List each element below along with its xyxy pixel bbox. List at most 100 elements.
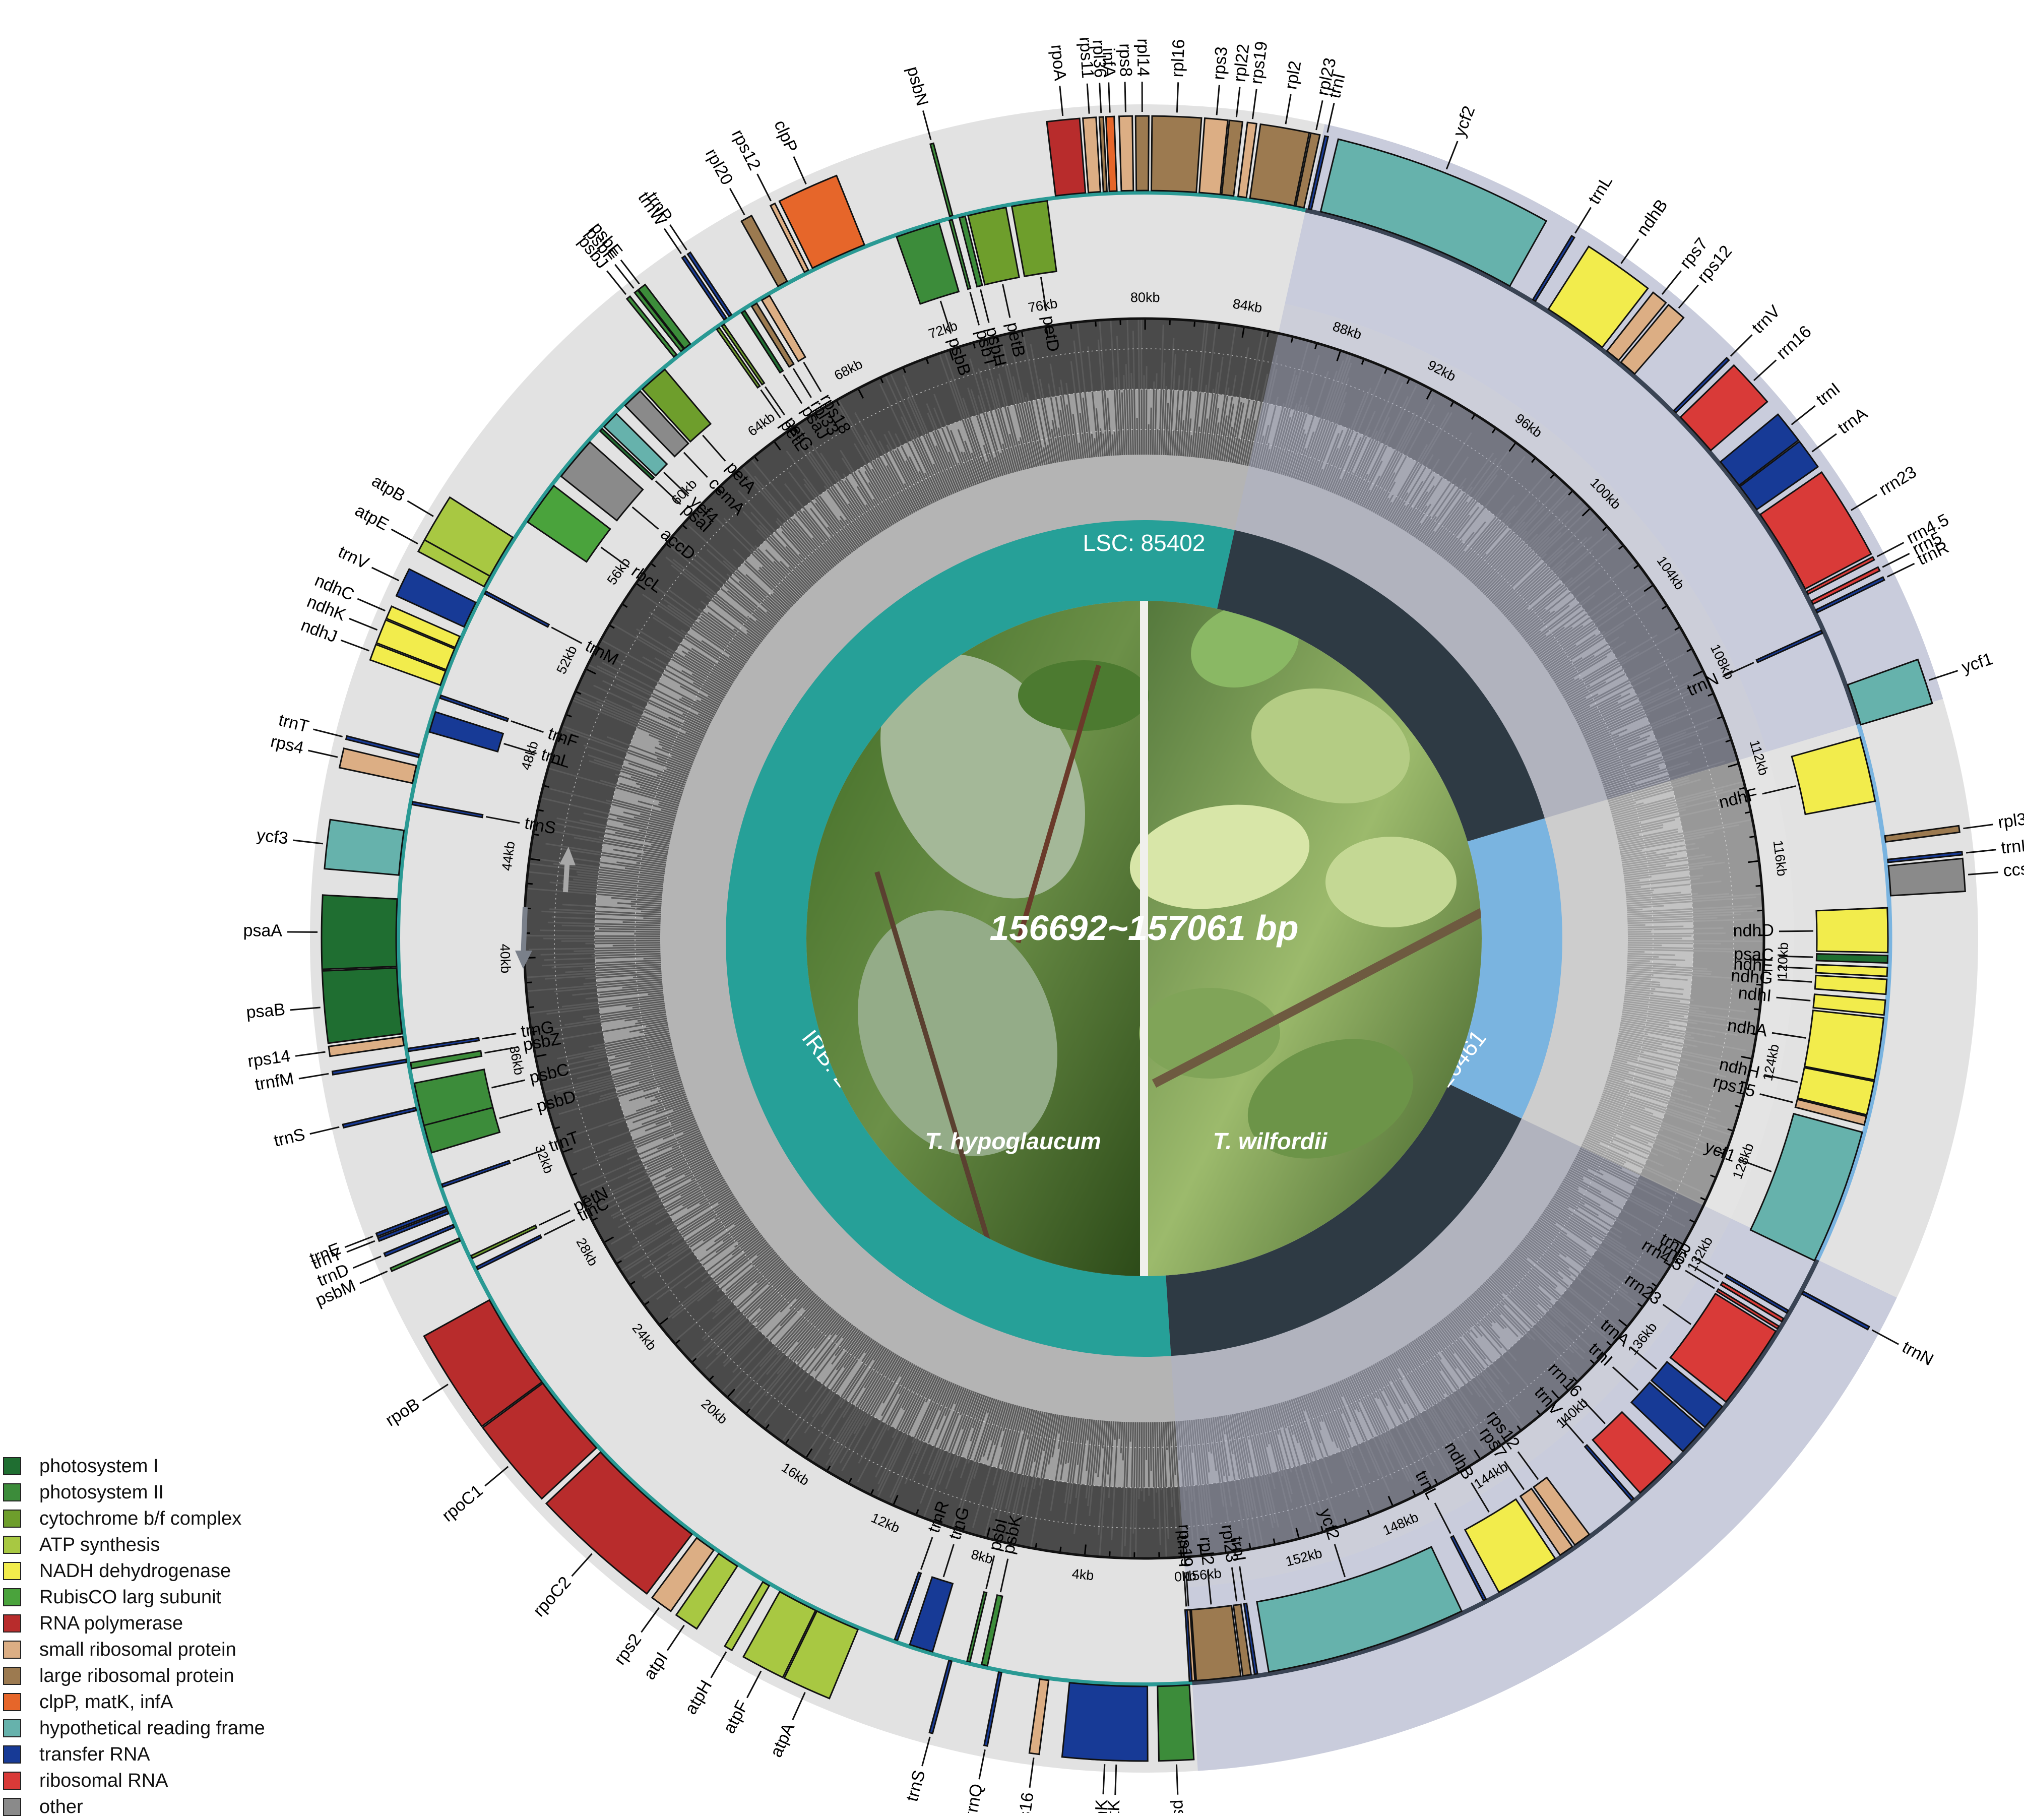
region-label: LSC: 85402	[1083, 530, 1206, 556]
gene-label: rps2	[610, 1630, 646, 1668]
gene-label: rpl32	[1997, 808, 2024, 832]
legend-swatch	[3, 1457, 21, 1475]
gene-label: ycf2	[1449, 103, 1479, 140]
gene-label: rps3	[1209, 46, 1231, 81]
gene-leader	[1754, 360, 1776, 381]
legend-swatch	[3, 1536, 21, 1554]
legend-label: other	[39, 1796, 83, 1818]
gene-label: ndhB	[1633, 196, 1672, 240]
gene-block	[1135, 116, 1149, 191]
gene-label: clpP	[770, 117, 801, 156]
gene-label: rpl20	[702, 146, 737, 189]
gene-label: rpoC1	[438, 1481, 487, 1525]
legend-label: RNA polymerase	[39, 1613, 183, 1635]
tick-label: 40kb	[497, 944, 514, 973]
gene-label: ccsA	[2002, 858, 2024, 881]
legend-item-transfer-rna: transfer RNA	[3, 1741, 356, 1768]
gene-label: ndhD	[1733, 921, 1774, 940]
gene-label: atpE	[352, 500, 392, 534]
legend-swatch	[3, 1667, 21, 1685]
legend-label: large ribosomal protein	[39, 1665, 234, 1687]
gene-block	[1158, 1685, 1194, 1761]
gene-block	[1151, 116, 1201, 193]
gene-block	[1062, 1683, 1148, 1761]
gene-block	[322, 895, 397, 969]
legend-item-cytochrome: cytochrome b/f complex	[3, 1505, 356, 1532]
gene-leader	[1779, 956, 1813, 957]
legend-swatch	[3, 1588, 21, 1606]
gene-label: rps19	[1174, 1524, 1196, 1567]
genome-size-label: 156692~157061 bp	[989, 908, 1298, 948]
gene-block	[1191, 1606, 1241, 1681]
gene-label: psbA	[1169, 1799, 1190, 1813]
gene-label: trnT	[277, 710, 311, 736]
legend-item-photosystem-i: photosystem I	[3, 1453, 356, 1479]
gene-leader	[664, 229, 681, 254]
legend-swatch	[3, 1483, 21, 1501]
legend-swatch	[3, 1614, 21, 1633]
gene-leader	[621, 260, 640, 284]
legend-label: NADH dehydrogenase	[39, 1560, 231, 1582]
gene-label: rpl2	[1281, 59, 1305, 91]
legend-item-photosystem-ii: photosystem II	[3, 1479, 356, 1505]
gene-block	[322, 968, 402, 1043]
gene-leader	[485, 1467, 508, 1486]
gene-block	[1119, 116, 1133, 191]
legend-swatch	[3, 1510, 21, 1528]
gene-label: trnfM	[254, 1069, 295, 1094]
legend-swatch	[3, 1641, 21, 1659]
gene-label: rps8	[1115, 43, 1135, 77]
gene-label: rrn16	[1773, 322, 1815, 363]
gene-label: trnK	[1091, 1799, 1111, 1813]
legend-swatch	[3, 1562, 21, 1580]
gene-block	[1816, 908, 1888, 953]
gene-label: trnV	[1748, 301, 1784, 337]
gene-block	[1816, 954, 1887, 963]
gene-label: rpoA	[1047, 44, 1070, 82]
legend-swatch	[3, 1719, 21, 1737]
legend-swatch	[3, 1798, 21, 1816]
gene-leader	[670, 225, 686, 250]
legend-label: photosystem I	[39, 1456, 159, 1477]
gene-label: trnN	[1899, 1337, 1937, 1369]
legend-item-rubisco: RubisCO larg subunit	[3, 1584, 356, 1610]
gene-label: rps12	[728, 127, 764, 173]
gene-label: trnL	[1585, 172, 1616, 208]
legend-item-other: other	[3, 1794, 356, 1820]
gene-label: atpH	[681, 1677, 716, 1718]
gene-block	[1888, 858, 1965, 896]
gene-leader	[1812, 434, 1836, 452]
gene-label: trnI	[1812, 379, 1844, 409]
gene-label: ycf1	[1959, 649, 1995, 677]
gene-leader	[1679, 285, 1698, 308]
legend-swatch	[3, 1745, 21, 1764]
legend-item-small-ribosomal: small ribosomal protein	[3, 1637, 356, 1663]
legend-label: cytochrome b/f complex	[39, 1508, 241, 1530]
tick-label: 80kb	[1130, 290, 1160, 305]
gene-leader	[1792, 406, 1815, 424]
gene-leader	[1731, 335, 1752, 356]
gene-leader	[641, 1608, 659, 1633]
legend-swatch	[3, 1693, 21, 1711]
gene-label: psbN	[903, 65, 932, 108]
legend-label: hypothetical reading frame	[39, 1718, 265, 1739]
gene-label: trnA	[1835, 404, 1871, 438]
legend-item-large-ribosomal: large ribosomal protein	[3, 1663, 356, 1689]
legend-item-atp-synthesis: ATP synthesis	[3, 1532, 356, 1558]
gene-block	[325, 820, 404, 875]
arrow-down-icon	[523, 907, 525, 958]
legend-item-clpp: clpP, matK, infA	[3, 1689, 356, 1715]
gene-label: trnS	[903, 1768, 929, 1803]
gene-label: trnV	[335, 542, 372, 573]
gene-label: rps16	[1013, 1791, 1038, 1813]
gene-leader	[1621, 239, 1639, 264]
gene-label: trnQ	[962, 1782, 987, 1813]
gene-label: rpl14	[1133, 38, 1153, 77]
tick-label: 4kb	[1071, 1566, 1095, 1583]
gene-leader	[572, 1554, 592, 1577]
legend-label: RubisCO larg subunit	[39, 1587, 221, 1608]
gene-label: atpI	[640, 1649, 672, 1683]
gene-label: rps14	[246, 1046, 291, 1071]
legend-label: photosystem II	[39, 1482, 164, 1503]
gene-label: trnS	[272, 1125, 307, 1151]
